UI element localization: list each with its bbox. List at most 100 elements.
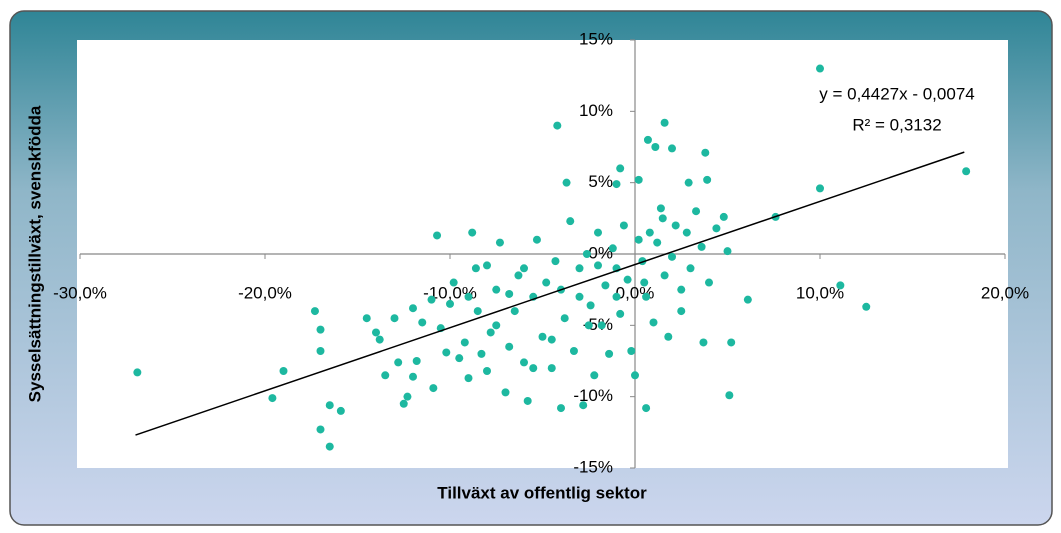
point: [703, 175, 712, 184]
point: [590, 371, 599, 380]
point: [816, 64, 824, 73]
y-tick-label: -15%: [573, 457, 613, 476]
point: [492, 321, 501, 330]
point: [686, 264, 695, 273]
point: [660, 118, 669, 127]
point: [473, 307, 482, 316]
point: [612, 292, 621, 301]
point: [656, 204, 665, 213]
point: [642, 404, 651, 413]
point: [316, 325, 325, 334]
point: [566, 217, 575, 226]
point: [616, 164, 625, 173]
point: [547, 364, 556, 373]
point: [505, 342, 514, 351]
point: [575, 264, 584, 273]
point: [692, 207, 701, 216]
point: [316, 347, 325, 356]
point: [699, 338, 708, 347]
point: [399, 399, 408, 408]
point: [594, 228, 602, 237]
point: [412, 357, 421, 365]
point: [316, 425, 325, 434]
point: [529, 364, 538, 373]
point: [962, 167, 971, 176]
point: [464, 292, 473, 301]
point: [427, 295, 436, 304]
point: [409, 304, 417, 313]
point: [645, 228, 654, 237]
point: [668, 144, 676, 153]
point: [664, 332, 673, 341]
point: [677, 285, 686, 294]
x-tick-label: -20,0%: [238, 283, 292, 302]
y-tick-label: 0%: [588, 243, 613, 262]
point: [668, 252, 676, 261]
point: [660, 271, 669, 280]
point: [701, 148, 710, 157]
point: [619, 221, 628, 230]
x-axis-title: Tillväxt av offentlig sektor: [437, 483, 647, 502]
point: [627, 347, 636, 356]
point: [612, 180, 621, 189]
point: [429, 384, 438, 393]
point: [325, 442, 334, 451]
point: [133, 368, 142, 377]
point: [684, 178, 693, 187]
point: [569, 347, 578, 356]
point: [642, 292, 651, 301]
x-tick-label: 10,0%: [796, 283, 844, 302]
point: [505, 289, 514, 298]
point: [634, 235, 643, 244]
point: [501, 388, 510, 397]
point: [538, 332, 547, 341]
point: [553, 121, 562, 130]
point: [634, 175, 643, 184]
point: [381, 371, 390, 380]
point: [492, 285, 501, 294]
point: [671, 221, 680, 230]
point: [446, 299, 454, 308]
point: [325, 401, 334, 410]
point: [601, 281, 610, 290]
trendline-equation: y = 0,4427x - 0,0074: [819, 84, 974, 103]
point: [310, 307, 319, 316]
point: [651, 143, 660, 151]
point: [532, 235, 541, 244]
point: [584, 321, 593, 330]
y-axis-title: Sysselsättningstillväxt, svenskfödda: [25, 105, 44, 402]
point: [523, 396, 532, 405]
point: [510, 307, 519, 316]
x-tick-label: 20,0%: [981, 283, 1029, 302]
point: [418, 318, 427, 327]
point: [575, 292, 584, 301]
point: [468, 228, 477, 237]
point: [375, 335, 384, 344]
point: [372, 328, 380, 337]
point: [605, 349, 614, 358]
point: [682, 228, 691, 237]
point: [725, 391, 734, 400]
point: [336, 406, 345, 415]
point: [697, 242, 706, 251]
point: [471, 264, 480, 273]
point: [495, 238, 504, 247]
point: [362, 314, 371, 323]
point: [551, 257, 560, 266]
point: [608, 244, 617, 253]
point: [712, 224, 721, 233]
y-tick-label: -10%: [573, 386, 613, 405]
point: [433, 231, 442, 240]
point: [640, 278, 649, 287]
point: [268, 394, 277, 403]
trendline-r-squared: R² = 0,3132: [852, 115, 941, 134]
point: [455, 354, 464, 363]
y-tick-label: 5%: [588, 172, 613, 191]
y-tick-label: 15%: [579, 29, 613, 48]
point: [557, 404, 565, 413]
point: [705, 278, 713, 287]
trendline: [135, 151, 965, 436]
point: [643, 135, 652, 144]
